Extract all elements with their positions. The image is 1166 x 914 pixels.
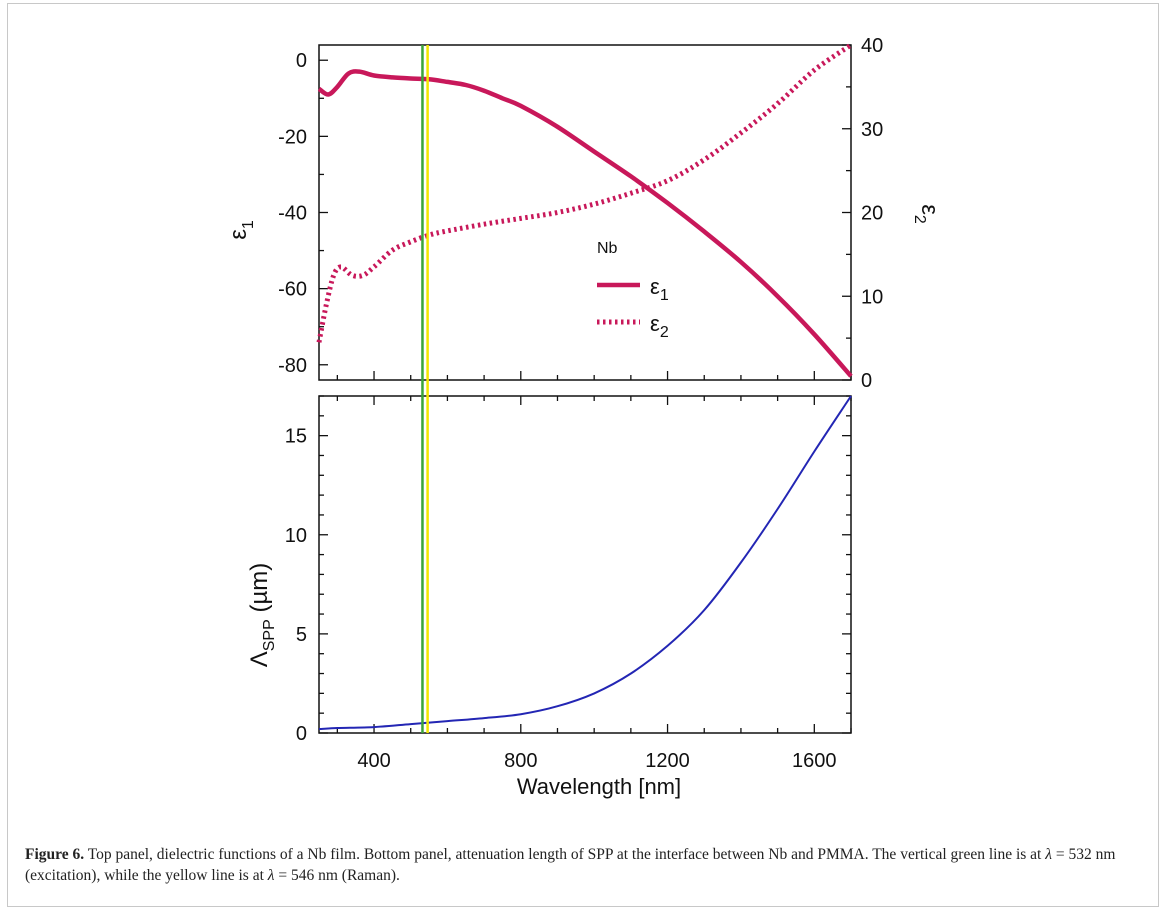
- top-plot-area: [318, 44, 852, 381]
- top-left-tick-label: 0: [296, 50, 307, 72]
- x-axis-label: Wavelength [nm]: [517, 774, 681, 799]
- top-right-tick-label: 10: [861, 286, 883, 308]
- eps2-series-line: [316, 42, 853, 343]
- top-left-axis-label: ε1: [225, 220, 257, 240]
- legend-eps1-label: ε1: [650, 274, 669, 304]
- vertical-marker-lines: [421, 45, 429, 733]
- legend-title: Nb: [597, 240, 618, 257]
- spp-series-line: [318, 395, 852, 730]
- top-left-tick-label: -60: [278, 279, 307, 301]
- caption-lambda-2: λ: [267, 867, 275, 884]
- legend: Nb ε1 ε2: [597, 240, 669, 341]
- x-tick-label: 800: [504, 750, 537, 772]
- figure-chart: 0 -20 -40 -60 -80 40 30 20 10 0 ε1 ε2 Nb ε1 ε2: [225, 35, 943, 799]
- top-right-tick-label: 40: [861, 35, 883, 57]
- top-axis-ticks: [319, 44, 852, 381]
- top-right-tick-label: 30: [861, 119, 883, 141]
- top-panel: 0 -20 -40 -60 -80 40 30 20 10 0 ε1 ε2 Nb ε1 ε2: [225, 35, 943, 392]
- bottom-axis-ticks: [319, 395, 852, 734]
- caption-lambda-1: λ: [1045, 846, 1052, 863]
- caption-text-1: Top panel, dielectric functions of a Nb …: [84, 846, 1046, 863]
- bottom-y-tick-label: 5: [296, 624, 307, 646]
- bottom-y-tick-labels: 0 5 10 15: [285, 426, 307, 745]
- top-right-tick-labels: 40 30 20 10 0: [861, 35, 883, 392]
- figure-frame: [7, 3, 1159, 907]
- legend-eps2-label: ε2: [650, 311, 669, 341]
- x-tick-label: 400: [357, 750, 390, 772]
- bottom-panel: 0 5 10 15 400 800 1200 1600 ΛSPP (µm) Waveleng…: [246, 395, 852, 799]
- caption-text-3: = 546 nm (Raman).: [274, 867, 400, 884]
- eps1-series-line: [317, 69, 853, 378]
- top-right-axis-label: ε2: [911, 204, 943, 224]
- bottom-y-tick-label: 10: [285, 525, 307, 547]
- bottom-y-axis-label: ΛSPP (µm): [246, 563, 278, 668]
- bottom-plot-area: [318, 395, 852, 734]
- top-left-tick-labels: 0 -20 -40 -60 -80: [278, 50, 307, 377]
- figure-caption: Figure 6. Top panel, dielectric function…: [25, 844, 1140, 886]
- top-left-tick-label: -80: [278, 355, 307, 377]
- top-left-tick-label: -40: [278, 203, 307, 225]
- bottom-y-tick-label: 0: [296, 723, 307, 745]
- bottom-x-tick-labels: 400 800 1200 1600: [357, 750, 836, 772]
- caption-label: Figure 6.: [25, 846, 85, 863]
- caption-text-2: = 532 nm (excitation), while the yellow …: [25, 846, 1116, 884]
- bottom-y-tick-label: 15: [285, 426, 307, 448]
- x-tick-label: 1600: [792, 750, 837, 772]
- top-right-tick-label: 20: [861, 203, 883, 225]
- top-left-tick-label: -20: [278, 126, 307, 148]
- top-right-tick-label: 0: [861, 370, 872, 392]
- x-tick-label: 1200: [645, 750, 690, 772]
